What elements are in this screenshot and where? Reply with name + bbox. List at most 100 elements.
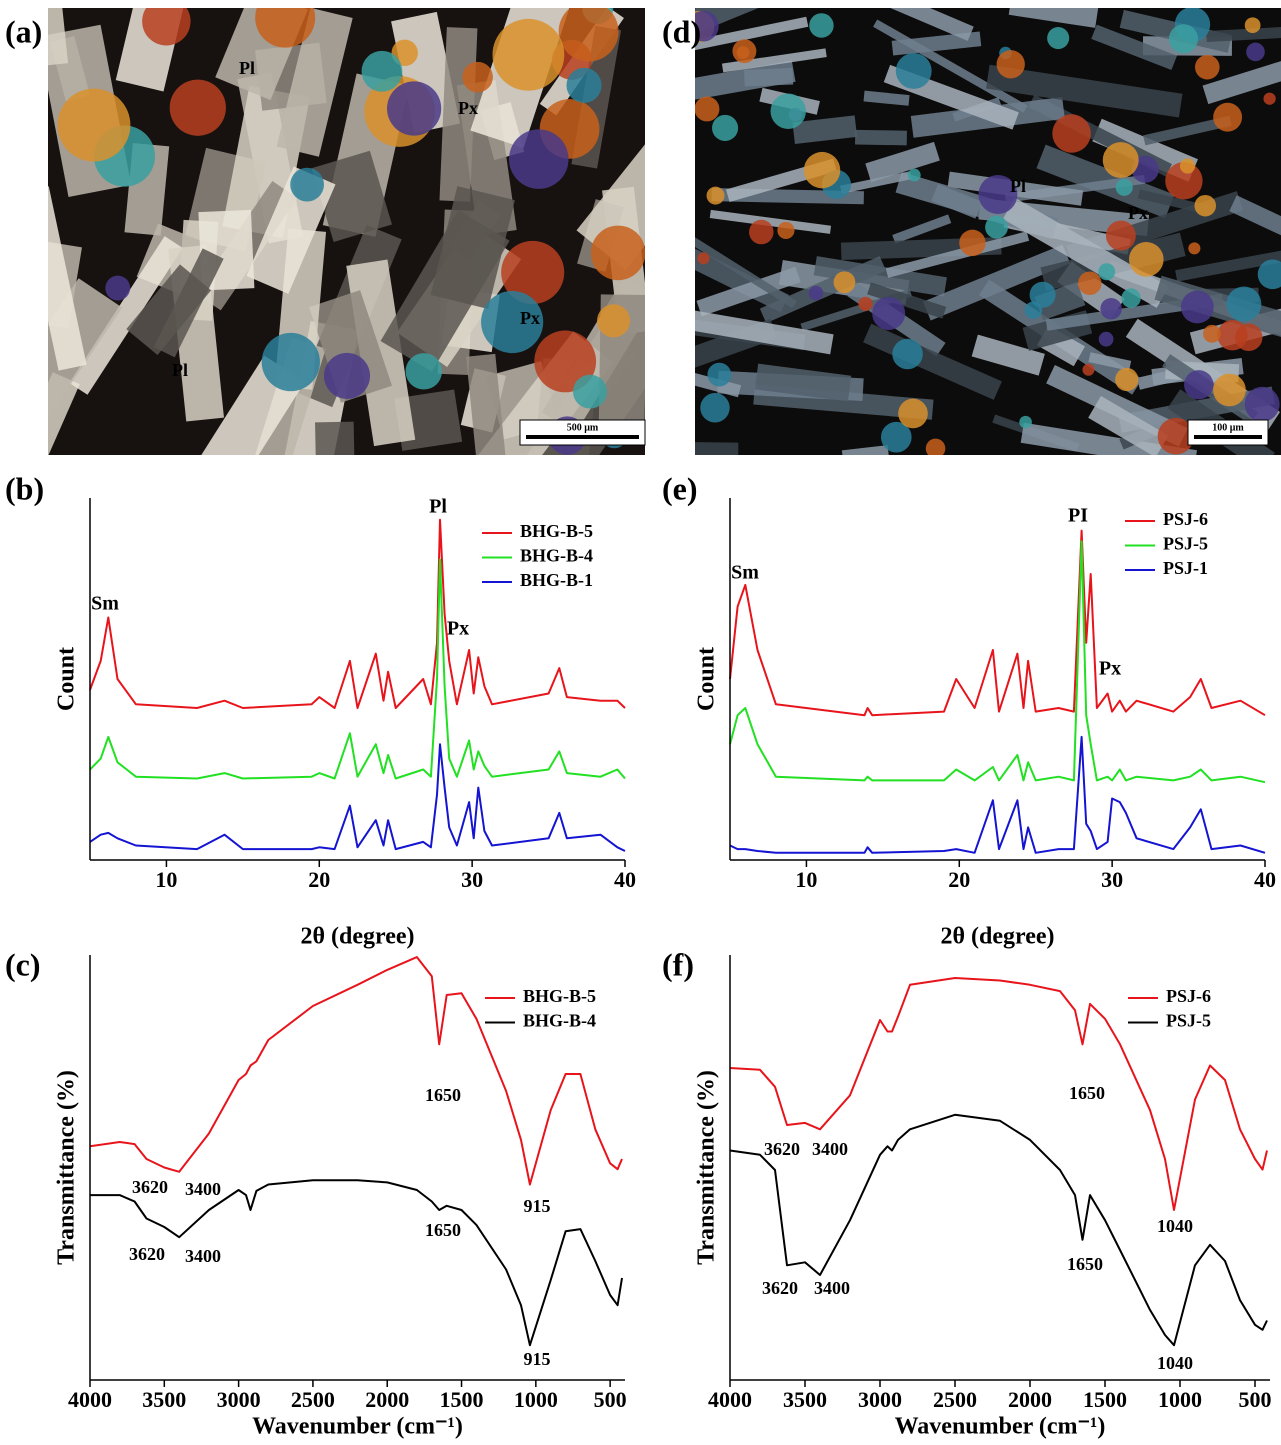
mineral-grain (1244, 386, 1280, 422)
x-tick-label: 2500 (291, 1387, 335, 1412)
crystal (865, 141, 940, 183)
micrograph (695, 8, 1281, 455)
x-tick-label: 2500 (933, 1387, 977, 1412)
peak-label: Sm (91, 593, 119, 615)
mineral-grain (749, 219, 774, 245)
mineral-grain (1203, 324, 1221, 343)
peak-label: 1040 (1157, 1216, 1193, 1236)
series-line (89, 743, 626, 852)
mineral-grain (892, 338, 923, 370)
series-line (729, 735, 1266, 854)
x-axis-label: Wavenumber (cm⁻¹) (252, 1414, 463, 1440)
y-axis-label: Transmittance (%) (54, 1070, 80, 1265)
mineral-grain (996, 50, 1025, 79)
mineral-grain (695, 96, 720, 122)
crystal (466, 353, 512, 455)
mineral-grain (1082, 363, 1095, 376)
x-tick-label: 2000 (365, 1387, 409, 1412)
panel-label: (b) (5, 470, 44, 506)
mineral-grain (1019, 415, 1032, 429)
mineral-grain (1105, 220, 1136, 251)
peak-label: Sm (731, 562, 759, 584)
scale-bar (1194, 435, 1262, 439)
legend-label: PSJ-6 (1166, 986, 1211, 1006)
mineral-grain (1078, 271, 1102, 295)
crystal (48, 186, 87, 371)
series-line (729, 540, 1266, 784)
legend-label: PSJ-5 (1163, 534, 1208, 554)
x-tick-label: 30 (461, 867, 483, 892)
x-tick-label: 1000 (1158, 1387, 1202, 1412)
x-tick-label: 500 (1239, 1387, 1272, 1412)
mineral-grain (898, 398, 928, 429)
crystal (1088, 395, 1169, 455)
scale-bar-box (1187, 419, 1269, 446)
mineral-grain (707, 362, 732, 387)
crystal (1206, 26, 1281, 42)
crystal (872, 8, 974, 41)
peak-label: 1650 (1067, 1254, 1103, 1274)
crystal (863, 90, 910, 106)
mineral-grain (1179, 158, 1196, 174)
mineral-grain (1194, 54, 1220, 80)
crystal (1175, 244, 1281, 282)
y-axis-label: Count (54, 647, 80, 711)
crystal (695, 309, 834, 355)
mineral-grain (1115, 178, 1133, 196)
series-line (729, 1113, 1268, 1347)
mineral-grain (1257, 259, 1281, 290)
panel-label: (e) (662, 470, 698, 506)
mineral-grain (706, 186, 725, 205)
x-tick-label: 2000 (1008, 1387, 1052, 1412)
mineral-grain (462, 61, 493, 93)
crystal (721, 48, 827, 73)
mineral-grain (481, 290, 544, 354)
x-tick-label: 20 (948, 867, 970, 892)
mineral-grain (695, 10, 719, 42)
mineral-grain (1244, 17, 1261, 34)
crystal (48, 8, 69, 66)
mineral-grain (169, 79, 226, 136)
mineral-grain (1188, 242, 1201, 255)
mineral-grain (1263, 92, 1276, 105)
mineral-grain (895, 52, 932, 89)
x-axis-label: 2θ (degree) (940, 924, 1054, 950)
mineral-grain (534, 330, 597, 393)
mineral-grain (1157, 417, 1195, 455)
mineral-grain (1047, 27, 1070, 50)
mineral-grain (1168, 24, 1199, 54)
scale-bar-label: 100 μm (1212, 422, 1244, 433)
mineral-grain (105, 275, 131, 301)
mineral-label: Px (458, 98, 478, 118)
crystal (163, 355, 306, 455)
crystal (709, 209, 832, 234)
crystal (891, 31, 982, 56)
peak-label: 3620 (764, 1139, 800, 1159)
crystal (841, 445, 889, 455)
x-tick-label: 40 (614, 867, 636, 892)
x-tick-label: 10 (795, 867, 817, 892)
scale-bar-label: 500 μm (567, 422, 599, 433)
mineral-grain (509, 129, 569, 189)
crystal (885, 231, 1030, 278)
mineral-grain (925, 438, 946, 455)
x-tick-label: 3500 (142, 1387, 186, 1412)
mineral-grain (697, 252, 710, 265)
peak-label: 915 (524, 1349, 551, 1369)
mineral-grain (323, 352, 371, 399)
mineral-grain (803, 151, 841, 189)
crystal (840, 171, 912, 194)
x-tick-label: 500 (594, 1387, 627, 1412)
peak-label: Px (1099, 658, 1121, 680)
crystal (695, 8, 811, 53)
mineral-grain (1180, 290, 1214, 324)
mineral-label: Pl (172, 360, 188, 380)
series-line (89, 518, 626, 709)
mineral-grain (290, 167, 324, 202)
peak-label: 1650 (425, 1085, 461, 1105)
scale-bar (526, 435, 639, 439)
crystal (1020, 422, 1198, 455)
crystal (1091, 24, 1177, 70)
